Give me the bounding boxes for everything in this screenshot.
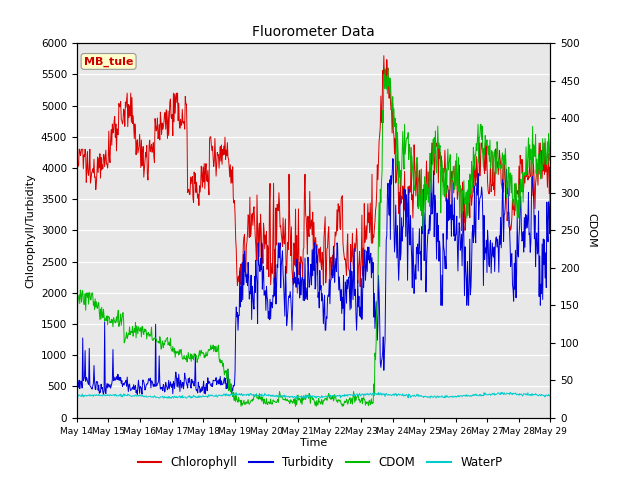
Title: Fluorometer Data: Fluorometer Data xyxy=(252,25,375,39)
Y-axis label: Chlorophyll/Turbidity: Chlorophyll/Turbidity xyxy=(25,173,35,288)
Legend: Chlorophyll, Turbidity, CDOM, WaterP: Chlorophyll, Turbidity, CDOM, WaterP xyxy=(133,452,507,474)
X-axis label: Time: Time xyxy=(300,438,327,448)
Y-axis label: CDOM: CDOM xyxy=(586,213,596,248)
Text: MB_tule: MB_tule xyxy=(84,56,133,67)
